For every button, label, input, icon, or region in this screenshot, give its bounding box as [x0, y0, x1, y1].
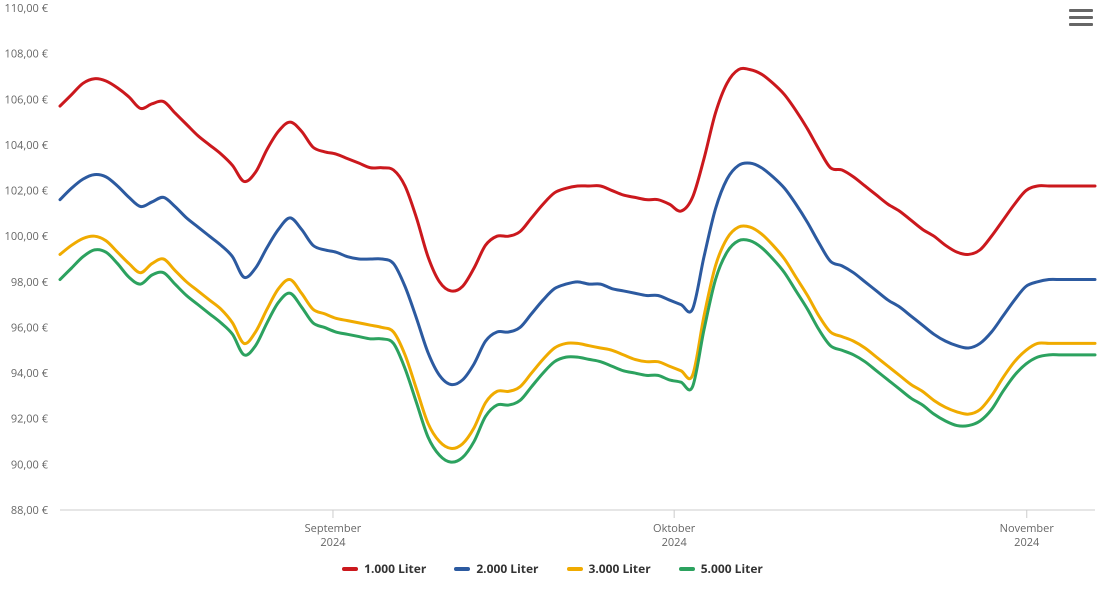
legend-item[interactable]: 1.000 Liter — [342, 560, 426, 577]
hamburger-menu-icon[interactable] — [1069, 6, 1093, 28]
y-axis-label: 104,00 € — [5, 138, 49, 153]
legend-swatch — [454, 567, 470, 571]
x-axis-year-label: 2024 — [1014, 535, 1040, 550]
chart-svg: 88,00 € 90,00 € 92,00 € 94,00 € 96,00 € 98,00… — [0, 0, 1105, 602]
legend-item[interactable]: 3.000 Liter — [567, 560, 651, 577]
y-axis-label: 110,00 € — [5, 1, 49, 16]
legend-item[interactable]: 5.000 Liter — [679, 560, 763, 577]
legend-swatch — [342, 567, 358, 571]
y-axis-label: 90,00 € — [11, 457, 49, 472]
y-axis-label: 92,00 € — [11, 412, 49, 427]
legend-label: 3.000 Liter — [589, 560, 651, 577]
legend-swatch — [679, 567, 695, 571]
series-line[interactable] — [60, 240, 1095, 463]
y-axis-label: 94,00 € — [11, 366, 49, 381]
legend-item[interactable]: 2.000 Liter — [454, 560, 538, 577]
y-axis-label: 96,00 € — [11, 320, 49, 335]
y-axis-label: 88,00 € — [11, 503, 49, 518]
x-axis-month-label: Oktober — [653, 521, 696, 536]
y-axis-label: 108,00 € — [5, 47, 49, 62]
y-axis-label: 100,00 € — [5, 229, 49, 244]
y-axis-label: 106,00 € — [5, 92, 49, 107]
x-axis-year-label: 2024 — [662, 535, 688, 550]
legend-label: 5.000 Liter — [701, 560, 763, 577]
price-chart: 88,00 € 90,00 € 92,00 € 94,00 € 96,00 € 98,00… — [0, 0, 1105, 602]
x-axis-month-label: September — [305, 521, 362, 536]
x-axis-year-label: 2024 — [320, 535, 346, 550]
legend: 1.000 Liter 2.000 Liter 3.000 Liter 5.000 L… — [0, 560, 1105, 577]
x-axis-month-label: November — [1000, 521, 1055, 536]
series-line[interactable] — [60, 68, 1095, 291]
series-line[interactable] — [60, 163, 1095, 385]
y-axis-label: 98,00 € — [11, 275, 49, 290]
y-axis-label: 102,00 € — [5, 184, 49, 199]
legend-label: 2.000 Liter — [476, 560, 538, 577]
legend-swatch — [567, 567, 583, 571]
legend-label: 1.000 Liter — [364, 560, 426, 577]
